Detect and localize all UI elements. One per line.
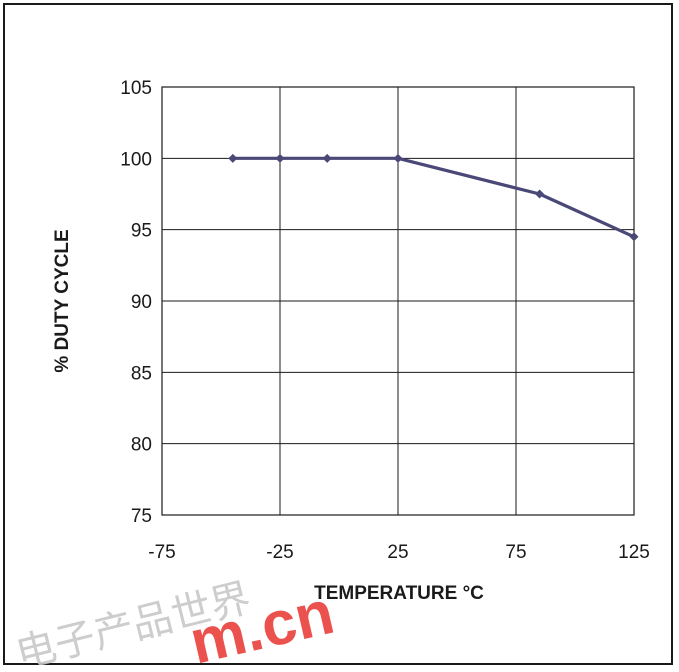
series-line-group bbox=[228, 153, 639, 242]
x-tick-label: -25 bbox=[266, 542, 293, 563]
y-tick-label: 105 bbox=[120, 78, 152, 99]
y-axis-title: % DUTY CYCLE bbox=[52, 229, 73, 372]
y-tick-label: 80 bbox=[131, 435, 152, 456]
y-tick-labels: 75 80 85 90 95 100 105 bbox=[120, 78, 152, 527]
data-point-marker bbox=[393, 153, 403, 163]
data-point-marker bbox=[535, 189, 545, 199]
y-tick-label: 85 bbox=[131, 363, 152, 384]
x-tick-label: -75 bbox=[148, 542, 175, 563]
grid-lines bbox=[161, 86, 635, 516]
data-point-marker bbox=[228, 153, 238, 163]
x-tick-label: 75 bbox=[505, 542, 526, 563]
data-point-marker bbox=[629, 232, 639, 242]
y-tick-label: 100 bbox=[120, 149, 152, 170]
plot-area-border bbox=[161, 86, 635, 516]
y-tick-label: 90 bbox=[131, 292, 152, 313]
y-tick-label: 95 bbox=[131, 221, 152, 242]
x-axis-title: TEMPERATURE °C bbox=[314, 583, 484, 604]
x-tick-label: 25 bbox=[387, 542, 408, 563]
x-tick-label: 125 bbox=[618, 542, 650, 563]
chart-frame bbox=[3, 3, 673, 665]
data-point-marker bbox=[275, 153, 285, 163]
data-point-marker bbox=[322, 153, 332, 163]
y-tick-label: 75 bbox=[131, 506, 152, 527]
series-line bbox=[232, 156, 635, 239]
x-tick-labels: -75 -25 25 75 125 bbox=[148, 542, 650, 563]
